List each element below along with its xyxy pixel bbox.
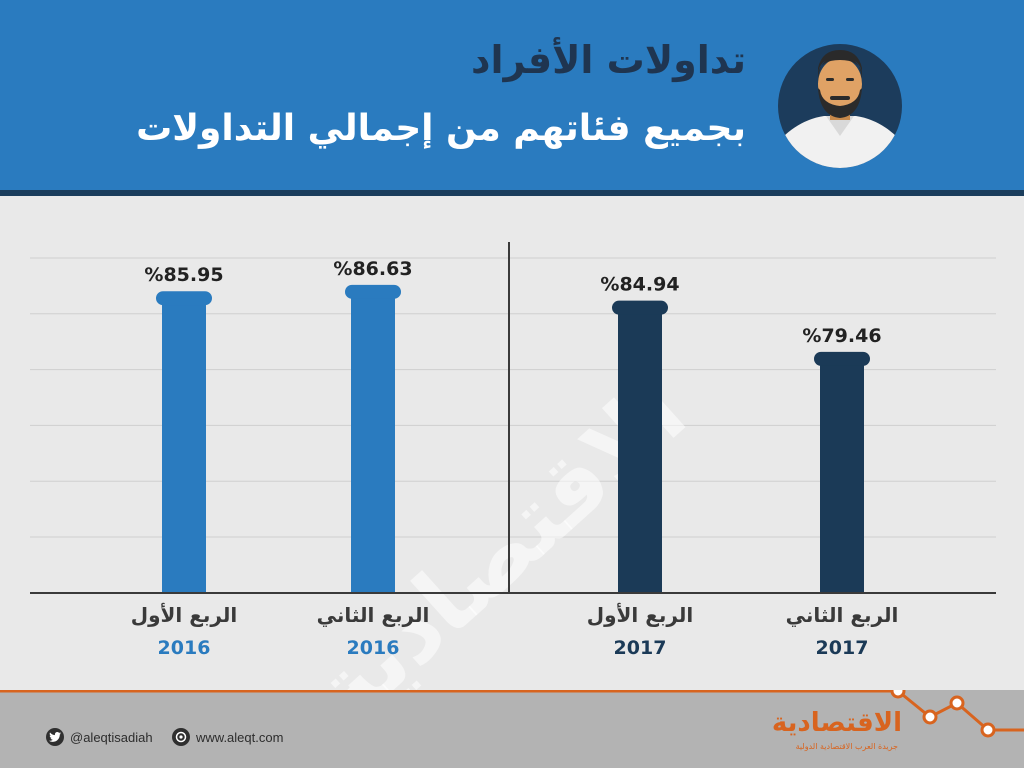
page-title: تداولات الأفراد xyxy=(471,38,746,82)
category-label: الربع الثاني xyxy=(786,603,899,628)
twitter-bird-icon xyxy=(46,728,64,746)
header-banner: تداولات الأفراد بجميع فئاتهم من إجمالي ا… xyxy=(0,0,1024,190)
avatar-icon xyxy=(778,44,902,168)
bar xyxy=(162,299,206,593)
brand-logo: الاقتصادية xyxy=(771,708,902,738)
brand-tagline: جريدة العرب الاقتصادية الدولية xyxy=(795,742,898,751)
data-label: %86.63 xyxy=(333,258,412,280)
twitter-handle: @aleqtisadiah xyxy=(70,729,153,745)
year-label: 2017 xyxy=(816,637,869,659)
bar xyxy=(820,359,864,593)
data-label: %79.46 xyxy=(802,325,881,347)
website-url: www.aleqt.com xyxy=(196,729,284,745)
year-label: 2017 xyxy=(614,637,667,659)
footer: @aleqtisadiah www.aleqt.com الاقتصادية ج… xyxy=(0,690,1024,768)
bar-cap xyxy=(156,291,212,306)
header-stripe xyxy=(0,190,1024,196)
bar xyxy=(351,292,395,593)
globe-icon xyxy=(172,728,190,746)
twitter-link[interactable]: @aleqtisadiah xyxy=(46,727,153,747)
data-label: %84.94 xyxy=(600,274,679,296)
data-label: %85.95 xyxy=(144,264,223,286)
category-label: الربع الثاني xyxy=(317,603,430,628)
website-link[interactable]: www.aleqt.com xyxy=(172,727,283,747)
footer-trend-line-icon xyxy=(0,690,1024,738)
year-label: 2016 xyxy=(158,637,211,659)
bar-cap xyxy=(345,284,401,299)
bar-cap xyxy=(814,351,870,366)
bar-cap xyxy=(612,300,668,315)
category-label: الربع الأول xyxy=(131,602,237,627)
year-label: 2016 xyxy=(347,637,400,659)
page-subtitle: بجميع فئاتهم من إجمالي التداولات xyxy=(136,108,746,149)
bar xyxy=(618,308,662,593)
category-label: الربع الأول xyxy=(587,602,693,627)
